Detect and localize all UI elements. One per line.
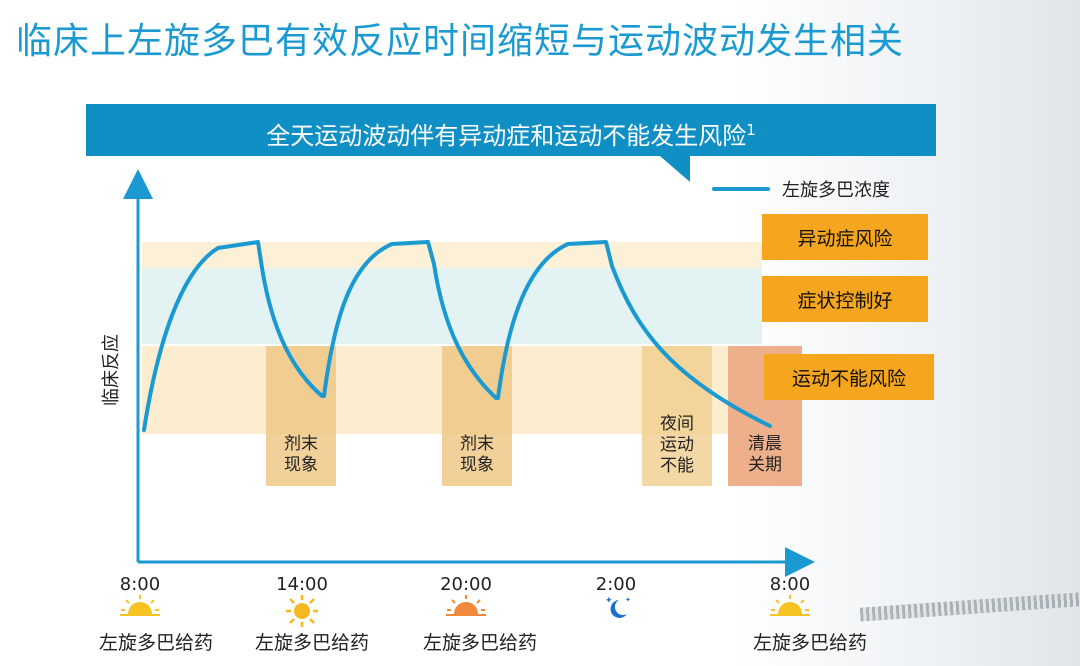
sun-icon <box>286 595 318 627</box>
akinesia-zone-band <box>142 346 728 434</box>
column-label: 剂末 现象 <box>460 434 494 475</box>
dose-label: 左旋多巴给药 <box>422 632 538 654</box>
x-tick-label: 8:00 <box>769 574 811 595</box>
zone-divider <box>142 344 762 346</box>
dyskinesia-zone-band <box>142 242 762 268</box>
wearing-off-column-2: 剂末 现象 <box>442 346 512 486</box>
banner-superscript: 1 <box>746 121 756 139</box>
dose-label: 左旋多巴给药 <box>254 632 370 654</box>
banner-label: 全天运动波动伴有异动症和运动不能发生风险 <box>266 122 747 150</box>
svg-text:✦: ✦ <box>605 596 613 606</box>
legend: 左旋多巴浓度 <box>712 176 890 202</box>
column-label: 夜间 运动 不能 <box>660 414 694 476</box>
banner-pointer <box>660 156 690 182</box>
x-tick-label: 20:00 <box>440 574 492 595</box>
risk-box-dyskinesia: 异动症风险 <box>762 214 928 260</box>
nocturnal-akinesia-column: 夜间 运动 不能 <box>642 346 712 486</box>
moon-stars-icon: ✦ ✦ <box>605 596 631 618</box>
banner-text: 全天运动波动伴有异动症和运动不能发生风险1 <box>86 116 936 151</box>
legend-line-swatch <box>712 187 770 191</box>
risk-box-akinesia: 运动不能风险 <box>764 354 934 400</box>
x-tick-label: 8:00 <box>119 574 161 595</box>
banner: 全天运动波动伴有异动症和运动不能发生风险1 <box>86 104 936 156</box>
x-tick-label: 2:00 <box>595 574 637 595</box>
column-label: 剂末 现象 <box>284 434 318 475</box>
wearing-off-column-1: 剂末 现象 <box>266 346 336 486</box>
page-title: 临床上左旋多巴有效反应时间缩短与运动波动发生相关 <box>16 21 905 62</box>
svg-text:✦: ✦ <box>625 596 631 604</box>
sun-icon <box>120 595 160 616</box>
x-tick-label: 14:00 <box>276 574 328 595</box>
levodopa-concentration-curve <box>142 240 772 432</box>
column-label: 清晨 关期 <box>748 434 782 475</box>
sun-icon <box>446 595 486 616</box>
dose-label: 左旋多巴给药 <box>752 632 868 654</box>
dose-label: 左旋多巴给药 <box>98 632 214 654</box>
risk-box-good-control: 症状控制好 <box>762 276 928 322</box>
y-axis-label: 临床反应 <box>101 334 122 406</box>
sun-icon <box>770 595 810 616</box>
legend-label: 左旋多巴浓度 <box>782 180 890 201</box>
